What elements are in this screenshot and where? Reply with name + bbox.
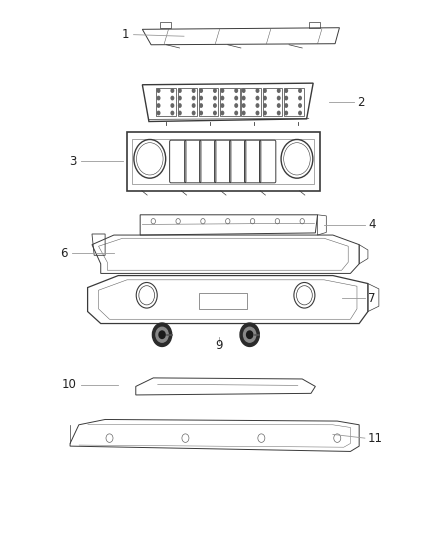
Circle shape xyxy=(263,103,267,108)
Circle shape xyxy=(157,103,160,108)
Circle shape xyxy=(298,95,302,100)
Circle shape xyxy=(255,88,259,93)
Circle shape xyxy=(255,103,259,108)
Circle shape xyxy=(242,95,246,100)
Text: 3: 3 xyxy=(69,155,77,168)
Circle shape xyxy=(277,110,281,116)
Circle shape xyxy=(157,110,160,116)
Circle shape xyxy=(213,110,217,116)
Circle shape xyxy=(199,110,203,116)
Circle shape xyxy=(213,88,217,93)
Circle shape xyxy=(157,95,160,100)
Circle shape xyxy=(220,95,224,100)
Circle shape xyxy=(220,88,224,93)
Circle shape xyxy=(159,331,165,338)
Circle shape xyxy=(178,95,182,100)
Circle shape xyxy=(199,103,203,108)
Circle shape xyxy=(284,95,288,100)
Circle shape xyxy=(220,103,224,108)
Circle shape xyxy=(244,327,256,342)
Circle shape xyxy=(170,95,174,100)
Circle shape xyxy=(192,103,196,108)
Circle shape xyxy=(192,88,196,93)
Text: 7: 7 xyxy=(368,292,375,305)
Circle shape xyxy=(199,95,203,100)
Text: 6: 6 xyxy=(60,247,68,260)
Circle shape xyxy=(170,103,174,108)
Circle shape xyxy=(199,88,203,93)
Circle shape xyxy=(277,88,281,93)
Circle shape xyxy=(220,110,224,116)
Circle shape xyxy=(234,88,238,93)
Circle shape xyxy=(178,103,182,108)
Circle shape xyxy=(242,103,246,108)
Text: 1: 1 xyxy=(122,28,129,41)
Circle shape xyxy=(242,88,246,93)
Circle shape xyxy=(255,95,259,100)
Circle shape xyxy=(263,110,267,116)
Circle shape xyxy=(156,327,168,342)
Circle shape xyxy=(247,331,253,338)
Circle shape xyxy=(213,103,217,108)
Circle shape xyxy=(298,103,302,108)
Circle shape xyxy=(298,110,302,116)
Circle shape xyxy=(263,95,267,100)
Text: 11: 11 xyxy=(368,432,383,445)
Circle shape xyxy=(234,103,238,108)
Circle shape xyxy=(298,88,302,93)
Circle shape xyxy=(178,88,182,93)
Text: 10: 10 xyxy=(62,378,77,391)
Circle shape xyxy=(234,110,238,116)
Text: 9: 9 xyxy=(215,339,223,352)
Circle shape xyxy=(157,88,160,93)
Circle shape xyxy=(234,95,238,100)
Circle shape xyxy=(263,88,267,93)
Circle shape xyxy=(277,103,281,108)
Text: 2: 2 xyxy=(357,96,364,109)
Circle shape xyxy=(242,110,246,116)
Circle shape xyxy=(240,323,259,346)
Circle shape xyxy=(213,95,217,100)
Circle shape xyxy=(170,110,174,116)
Circle shape xyxy=(284,110,288,116)
Circle shape xyxy=(284,88,288,93)
Circle shape xyxy=(192,110,196,116)
Circle shape xyxy=(170,88,174,93)
Circle shape xyxy=(277,95,281,100)
Circle shape xyxy=(284,103,288,108)
Circle shape xyxy=(192,95,196,100)
Text: 4: 4 xyxy=(368,219,375,231)
Circle shape xyxy=(152,323,172,346)
Circle shape xyxy=(178,110,182,116)
Circle shape xyxy=(255,110,259,116)
